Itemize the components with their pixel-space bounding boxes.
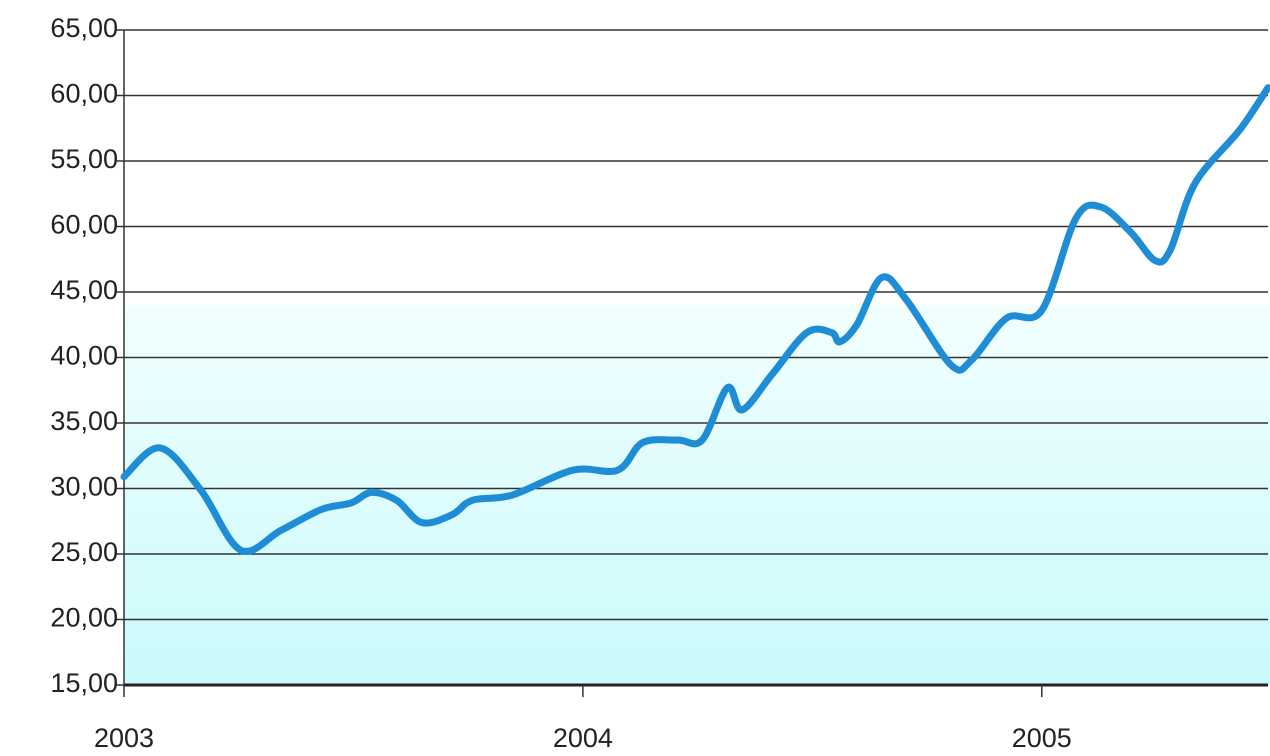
x-tick-label: 2003 [94,723,154,753]
y-tick-label: 45,00 [50,275,118,305]
y-tick-label: 55,00 [50,144,118,174]
y-tick-label: 60,00 [50,210,118,240]
plot-background [124,305,1270,685]
y-tick-label: 20,00 [50,603,118,633]
y-tick-label: 40,00 [50,341,118,371]
y-tick-label: 25,00 [50,537,118,567]
y-tick-label: 35,00 [50,406,118,436]
x-tick-label: 2005 [1012,723,1072,753]
y-tick-label: 15,00 [50,668,118,698]
y-tick-label: 30,00 [50,472,118,502]
line [120,84,1270,555]
x-tick-label: 2004 [553,723,613,753]
y-tick-label: 60,00 [50,79,118,109]
y-tick-label: 65,00 [50,13,118,43]
